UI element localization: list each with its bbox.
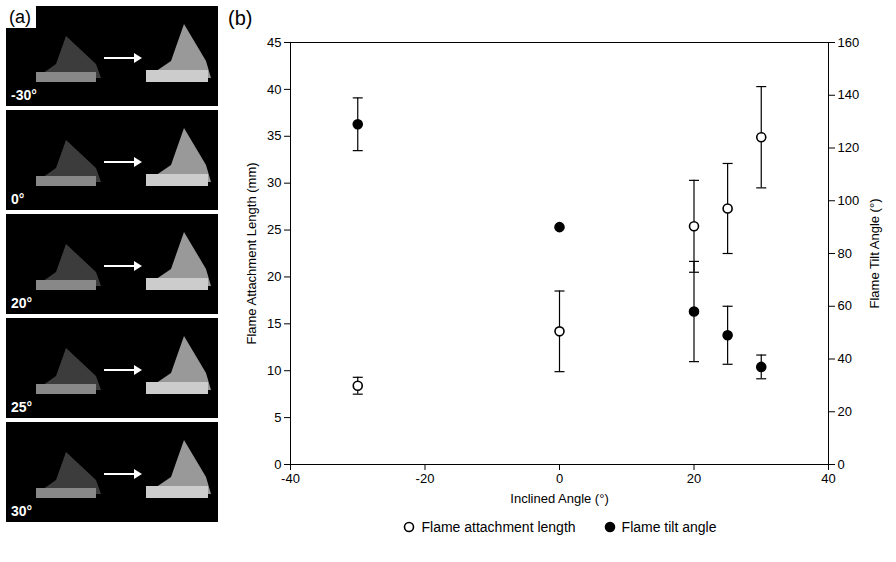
svg-text:0: 0 xyxy=(274,457,281,472)
svg-text:40: 40 xyxy=(838,351,852,366)
svg-text:120: 120 xyxy=(838,140,860,155)
svg-text:0: 0 xyxy=(838,457,845,472)
svg-text:5: 5 xyxy=(274,410,281,425)
svg-text:Flame Attachment Length (mm): Flame Attachment Length (mm) xyxy=(244,162,259,344)
svg-text:35: 35 xyxy=(267,128,281,143)
svg-text:-30°: -30° xyxy=(11,87,37,103)
svg-text:25: 25 xyxy=(267,222,281,237)
svg-text:60: 60 xyxy=(838,298,852,313)
html-text:Flame tilt angle: Flame tilt angle xyxy=(621,519,717,535)
svg-text:Inclined Angle (°): Inclined Angle (°) xyxy=(510,491,608,506)
svg-text:0°: 0° xyxy=(11,191,24,207)
svg-text:160: 160 xyxy=(838,35,860,50)
svg-text:30: 30 xyxy=(267,175,281,190)
svg-text:140: 140 xyxy=(838,87,860,102)
svg-text:100: 100 xyxy=(838,193,860,208)
svg-text:20: 20 xyxy=(687,471,701,486)
svg-text:Flame Tilt Angle (°): Flame Tilt Angle (°) xyxy=(867,199,882,309)
svg-text:(a): (a) xyxy=(9,7,31,27)
svg-text:25°: 25° xyxy=(11,399,32,415)
svg-text:15: 15 xyxy=(267,316,281,331)
svg-text:10: 10 xyxy=(267,363,281,378)
html-text:Flame attachment length: Flame attachment length xyxy=(421,519,576,535)
svg-text:-40: -40 xyxy=(281,471,300,486)
svg-text:40: 40 xyxy=(267,82,281,97)
html-text:(b): (b) xyxy=(228,7,253,29)
svg-text:40: 40 xyxy=(821,471,835,486)
svg-text:80: 80 xyxy=(838,246,852,261)
svg-text:30°: 30° xyxy=(11,503,32,519)
svg-text:20°: 20° xyxy=(11,295,32,311)
svg-text:0: 0 xyxy=(556,471,563,486)
svg-text:20: 20 xyxy=(267,269,281,284)
svg-text:45: 45 xyxy=(267,35,281,50)
svg-text:-20: -20 xyxy=(416,471,435,486)
svg-text:20: 20 xyxy=(838,404,852,419)
